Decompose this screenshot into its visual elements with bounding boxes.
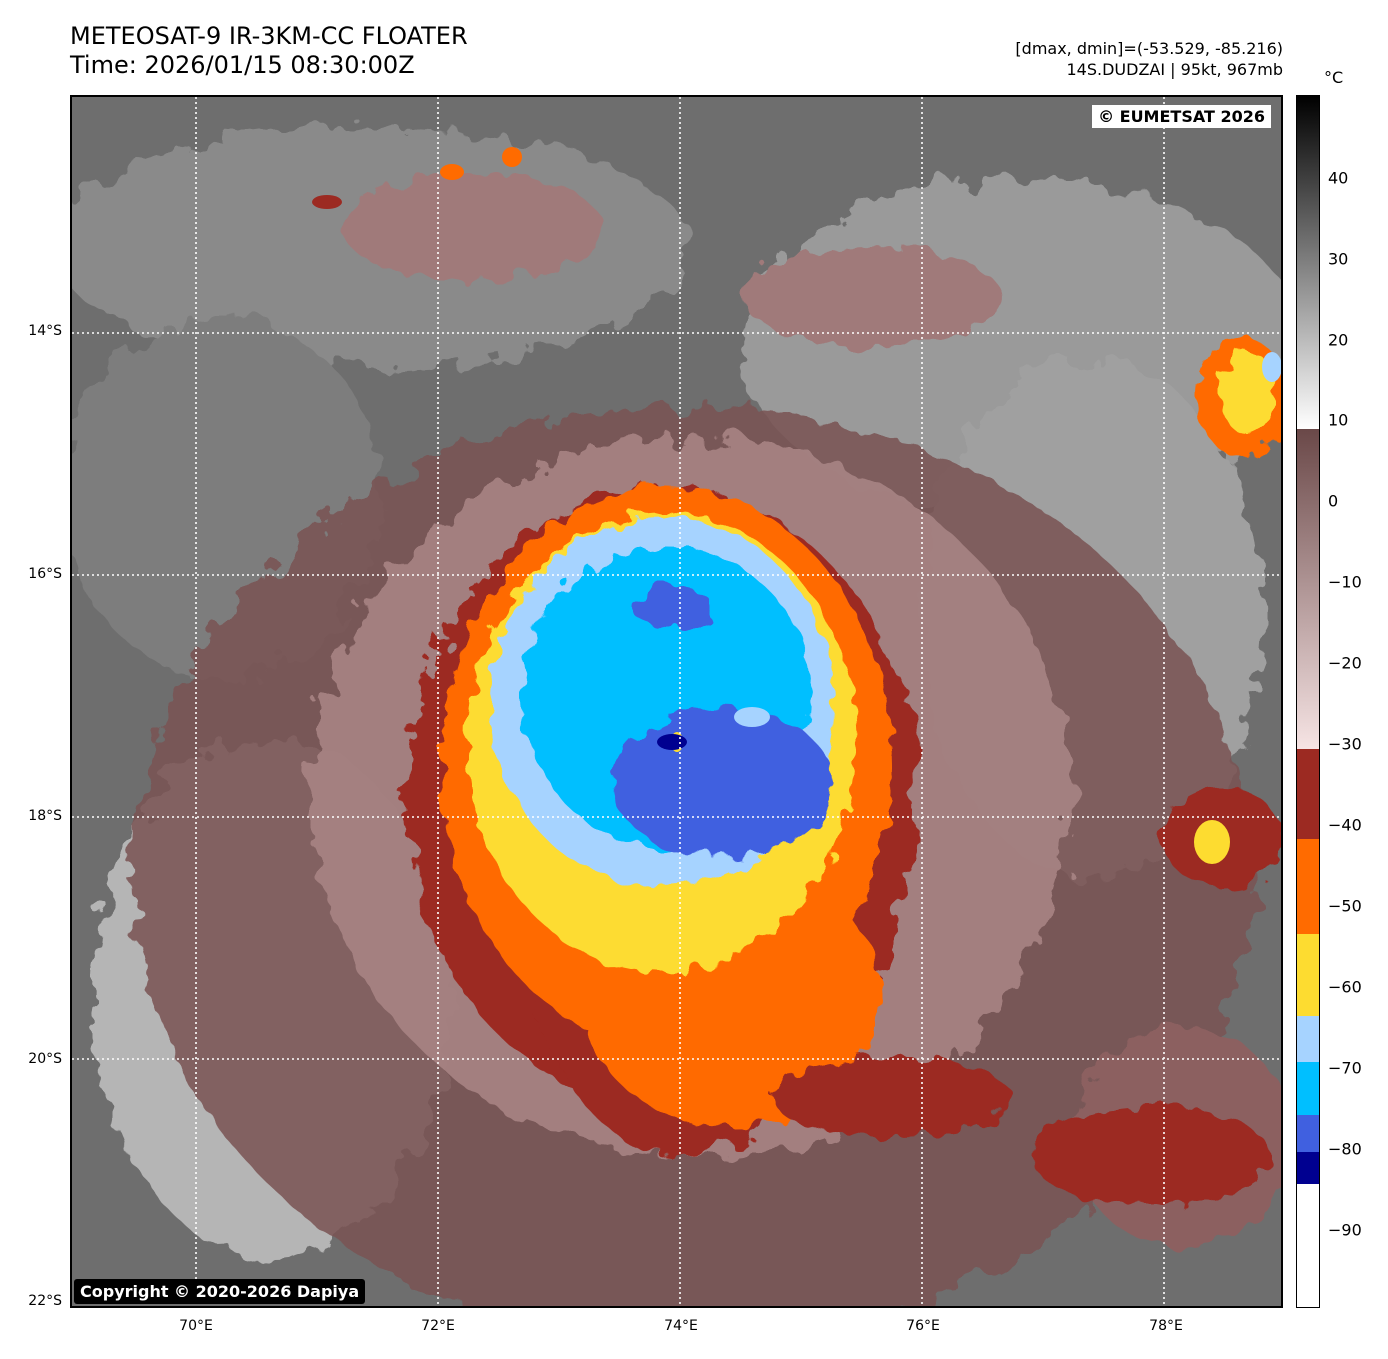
ir-imagery — [72, 97, 1281, 1306]
colorbar-unit: °C — [1324, 68, 1344, 87]
storm-info: [dmax, dmin]=(-53.529, -85.216) 14S.DUDZ… — [1015, 38, 1283, 80]
lon-label-70e: 70°E — [179, 1318, 213, 1334]
storm-summary: 14S.DUDZAI | 95kt, 967mb — [1066, 60, 1284, 79]
lon-label-74e: 74°E — [664, 1318, 698, 1334]
colorbar-label: 40 — [1328, 168, 1349, 188]
lat-label-16s: 16°S — [28, 566, 62, 582]
colorbar-label: 10 — [1328, 410, 1349, 430]
colorbar-label: −70 — [1328, 1058, 1362, 1078]
lat-label-18s: 18°S — [28, 808, 62, 824]
title-line-2: Time: 2026/01/15 08:30:00Z — [70, 51, 415, 79]
colorbar-label: 30 — [1328, 249, 1349, 269]
colorbar-label: −10 — [1328, 572, 1362, 592]
plot-title: METEOSAT-9 IR-3KM-CC FLOATER Time: 2026/… — [70, 22, 468, 80]
lon-label-78e: 78°E — [1149, 1318, 1183, 1334]
lon-label-72e: 72°E — [421, 1318, 455, 1334]
colorbar-label: 20 — [1328, 330, 1349, 350]
temperature-colorbar — [1296, 95, 1320, 1308]
colorbar-label: −50 — [1328, 896, 1362, 916]
dapiya-credit: Copyright © 2020-2026 Dapiya — [74, 1279, 366, 1304]
colorbar-label: 0 — [1328, 491, 1339, 511]
map-gridlines — [72, 97, 1281, 1306]
title-line-1: METEOSAT-9 IR-3KM-CC FLOATER — [70, 22, 468, 50]
lon-label-76e: 76°E — [906, 1318, 940, 1334]
eumetsat-credit: © EUMETSAT 2026 — [1092, 105, 1271, 128]
lat-label-20s: 20°S — [28, 1051, 62, 1067]
colorbar-label: −80 — [1328, 1139, 1362, 1159]
lat-label-14s: 14°S — [28, 323, 62, 339]
colorbar-label: −60 — [1328, 977, 1362, 997]
temperature-range: [dmax, dmin]=(-53.529, -85.216) — [1015, 39, 1283, 58]
colorbar-label: −40 — [1328, 815, 1362, 835]
satellite-map: © EUMETSAT 2026 Copyright © 2020-2026 Da… — [70, 95, 1283, 1308]
lat-label-22s: 22°S — [28, 1293, 62, 1309]
colorbar-label: −20 — [1328, 653, 1362, 673]
colorbar-label: −90 — [1328, 1220, 1362, 1240]
colorbar-label: −30 — [1328, 734, 1362, 754]
